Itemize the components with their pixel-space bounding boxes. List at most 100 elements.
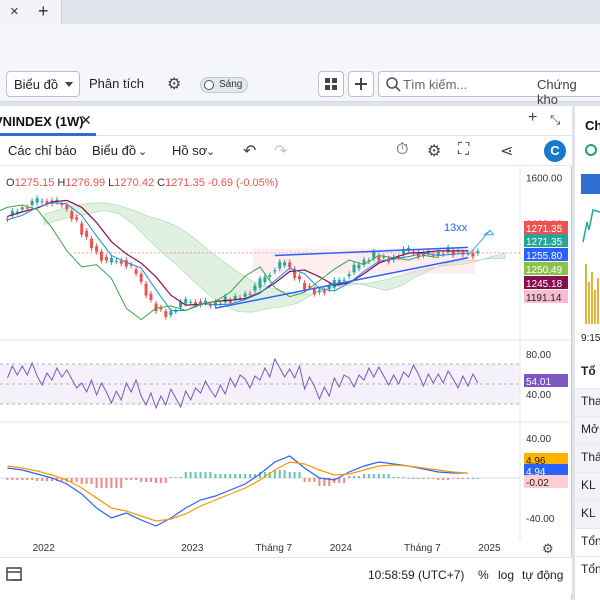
macd-histogram-bar: [110, 478, 113, 488]
calendar-range-icon[interactable]: [4, 564, 26, 586]
candle-body: [194, 302, 198, 305]
candle-body: [362, 259, 366, 265]
macd-histogram-bar: [31, 478, 34, 480]
macd-histogram-bar: [367, 474, 370, 478]
signal-label: 4.94: [526, 467, 546, 478]
candle-body: [199, 301, 203, 305]
chart-menu-dropdown[interactable]: Biểu đồ: [6, 71, 80, 97]
candle-body: [337, 279, 341, 284]
macd-histogram-bar: [100, 478, 103, 488]
profile-button[interactable]: Hồ sơ: [172, 143, 208, 158]
macd-histogram-bar: [397, 477, 400, 478]
macd-histogram-bar: [437, 478, 440, 480]
market-label[interactable]: Chứng kho: [537, 77, 577, 107]
browser-tab[interactable]: × +: [0, 0, 62, 24]
price-label: 1255.80: [526, 251, 563, 262]
auto-scale-toggle[interactable]: tự động: [522, 568, 564, 582]
candle-body: [184, 299, 188, 304]
new-tab-icon[interactable]: +: [38, 1, 49, 21]
log-toggle[interactable]: log: [498, 568, 515, 582]
macd-histogram-bar: [209, 472, 212, 478]
histogram-label-bg: [524, 475, 568, 488]
macd-histogram-bar: [402, 477, 405, 478]
candle-body: [327, 285, 331, 290]
macd-histogram-bar: [471, 477, 474, 479]
gear-icon[interactable]: ⚙: [167, 76, 182, 93]
candle-body: [253, 285, 257, 291]
add-panel-icon[interactable]: +: [528, 109, 538, 126]
macd-histogram-bar: [259, 472, 261, 478]
add-chart-button[interactable]: [348, 71, 374, 97]
candle-body: [397, 256, 401, 258]
macd-tick: 40.00: [526, 434, 551, 445]
price-label-bg: [524, 221, 568, 234]
macd-histogram-bar: [442, 478, 445, 480]
macd-histogram-bar: [229, 474, 232, 478]
candle-body: [248, 293, 252, 295]
macd-histogram-bar: [145, 478, 148, 482]
chart-panel: VNINDEX (1W) ✕ + ⤡ Các chỉ báo Biểu đồ ⌄…: [0, 106, 572, 600]
clock-time: 10:58:59 (UTC+7): [368, 568, 465, 582]
candle-body: [40, 201, 44, 203]
price-label: 1245.18: [526, 279, 563, 290]
theme-toggle[interactable]: Sáng: [200, 77, 248, 93]
price-label-bg: [524, 276, 568, 289]
candle-body: [189, 302, 193, 304]
macd-histogram-bar: [51, 478, 53, 481]
candle-body: [451, 250, 455, 256]
candle-body: [90, 238, 94, 249]
candle-body: [293, 269, 297, 278]
candle-body: [278, 261, 282, 269]
chart-tab-bar: VNINDEX (1W) ✕ + ⤡: [0, 106, 572, 136]
candle-body: [35, 198, 39, 203]
chart-canvas[interactable]: 1600.001400.001271.351271.351255.801250.…: [0, 166, 572, 557]
undo-icon[interactable]: ↶: [243, 143, 257, 160]
layout-grid-button[interactable]: [318, 71, 344, 97]
macd-histogram-bar: [169, 477, 172, 478]
candle-body: [471, 252, 475, 257]
macd-histogram-bar: [427, 478, 430, 479]
fullscreen-icon[interactable]: ⛶: [458, 141, 470, 158]
macd-histogram-bar: [214, 474, 217, 478]
share-icon[interactable]: ⋖: [500, 143, 514, 160]
macd-histogram-bar: [6, 478, 9, 480]
price-label-bg: [524, 290, 568, 303]
chart-type-button[interactable]: Biểu đồ: [92, 143, 137, 158]
macd-histogram-bar: [268, 472, 271, 478]
alert-icon[interactable]: ⏱: [396, 141, 409, 158]
candle-body: [317, 290, 321, 293]
collapse-icon[interactable]: ⤡: [550, 112, 561, 127]
candle-body: [283, 262, 287, 266]
chart-tab-active[interactable]: VNINDEX (1W) ✕: [0, 106, 96, 136]
redo-icon[interactable]: ↷: [274, 143, 288, 160]
chikou-line: [0, 204, 439, 321]
info-row: KL: [581, 506, 596, 520]
percent-toggle[interactable]: %: [478, 568, 489, 582]
chart-tab-title: VNINDEX (1W): [0, 114, 84, 129]
candle-body: [85, 230, 89, 237]
close-tab-icon[interactable]: ×: [10, 3, 19, 20]
settings-icon[interactable]: ⚙: [427, 143, 442, 160]
candle-body: [421, 253, 425, 256]
candle-body: [213, 302, 217, 306]
macd-histogram-bar: [80, 478, 83, 484]
macd-histogram-bar: [11, 478, 14, 480]
search-box[interactable]: Tìm kiếm... Chứng kho: [378, 71, 600, 107]
macd-histogram-bar: [293, 472, 296, 478]
analysis-menu[interactable]: Phân tích: [89, 76, 144, 91]
candle-body: [258, 278, 262, 288]
macd-histogram-bar: [115, 478, 118, 488]
candle-body: [243, 293, 247, 297]
time-tick: 2024: [330, 543, 353, 554]
close-chart-tab-icon[interactable]: ✕: [80, 112, 92, 128]
price-label: 1250.49: [526, 265, 563, 276]
indicators-button[interactable]: Các chỉ báo: [8, 143, 77, 158]
candle-body: [441, 253, 445, 255]
price-label-bg: [524, 262, 568, 275]
tenkan-line: [7, 202, 469, 311]
macd-tick: -40.00: [526, 514, 555, 525]
candle-body: [30, 200, 34, 205]
rsi-line: [6, 357, 479, 410]
chevron-down-icon: ⌄: [138, 146, 148, 158]
